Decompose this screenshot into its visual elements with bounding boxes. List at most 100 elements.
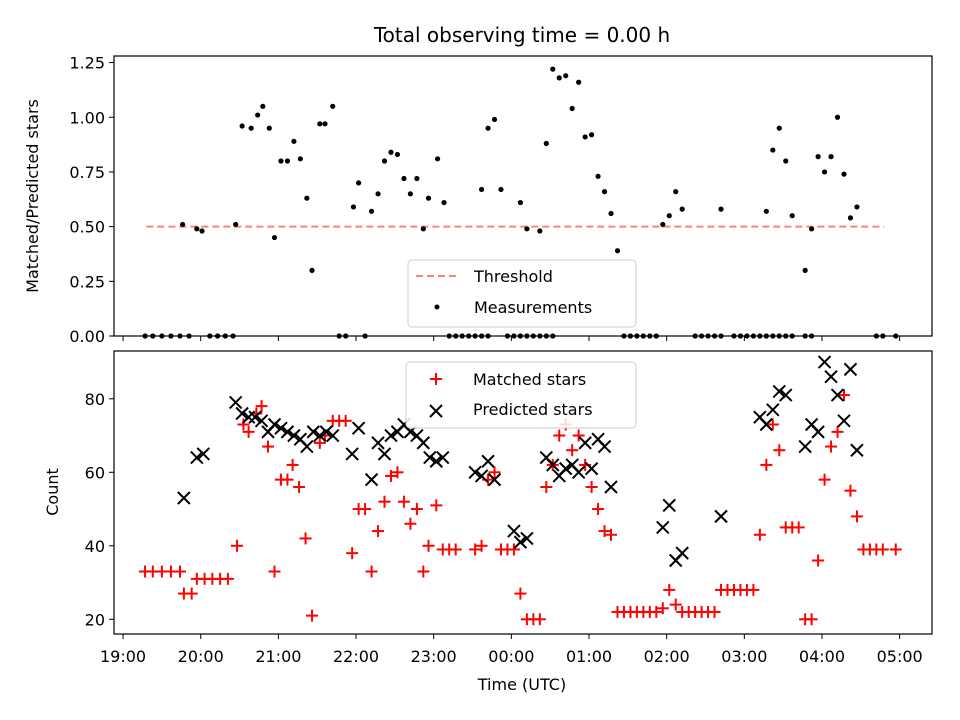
matched-stars-point <box>488 466 501 479</box>
bottom-axes-frame <box>113 350 933 635</box>
predicted-stars-point <box>274 421 288 435</box>
predicted-stars-point <box>371 436 385 450</box>
measurement-point <box>809 226 815 232</box>
bottom-y-axis-label: Count <box>43 468 62 516</box>
matched-stars-point <box>747 583 760 596</box>
measurement-point <box>278 158 284 164</box>
matched-stars-point <box>773 444 786 457</box>
predicted-stars-point <box>766 403 780 417</box>
measurement-point <box>576 79 582 85</box>
matched-stars-point <box>656 602 669 615</box>
predicted-stars-point <box>507 524 521 538</box>
predicted-stars-point <box>235 406 249 421</box>
measurement-point <box>828 154 834 160</box>
matched-stars-point <box>812 554 825 567</box>
measurement-point <box>291 138 297 144</box>
predicted-stars-point <box>779 388 793 402</box>
matched-stars-point <box>391 466 404 479</box>
measurement-point <box>199 228 205 234</box>
measurement-point <box>194 226 200 232</box>
measurement-point <box>556 75 562 81</box>
measurement-point <box>330 103 336 109</box>
legend-predicted-label: Predicted stars <box>473 400 593 419</box>
matched-stars-point <box>174 565 187 578</box>
measurement-point <box>815 154 821 160</box>
measurement-point <box>770 147 776 153</box>
bottom-ytick-label: 40 <box>85 537 105 556</box>
predicted-stars-point <box>468 465 482 479</box>
matched-stars-point <box>378 495 391 508</box>
top-plot-area <box>142 66 899 339</box>
measurement-point <box>434 156 441 162</box>
predicted-stars-point <box>416 436 431 450</box>
predicted-stars-point <box>436 450 450 465</box>
predicted-stars-point <box>578 436 592 450</box>
predicted-stars-point <box>520 531 534 546</box>
measurement-point <box>582 134 588 140</box>
measurement-point <box>854 204 860 210</box>
predicted-stars-point <box>241 410 256 424</box>
matched-stars-point <box>572 429 585 442</box>
measurement-point <box>284 158 291 164</box>
matched-stars-point <box>359 503 372 516</box>
predicted-stars-point <box>811 425 825 439</box>
measurement-point <box>407 191 413 197</box>
measurement-point <box>394 151 401 158</box>
predicted-stars-point <box>423 450 437 465</box>
predicted-stars-point <box>377 447 392 461</box>
predicted-stars-point <box>604 480 618 494</box>
predicted-stars-point <box>177 491 191 505</box>
matched-stars-point <box>313 436 326 449</box>
legend-predicted-swatch <box>429 404 443 418</box>
measurement-point <box>420 226 426 232</box>
matched-stars-point <box>669 598 682 611</box>
matched-stars-point <box>262 440 275 453</box>
measurement-point <box>248 125 254 131</box>
x-tick-label: 01:00 <box>566 647 612 666</box>
predicted-stars-point <box>837 414 851 428</box>
measurement-point <box>614 248 621 254</box>
measurement-point <box>401 175 407 182</box>
matched-stars-point <box>825 440 838 453</box>
matched-stars-point <box>306 609 319 622</box>
measurement-point <box>802 267 808 273</box>
predicted-stars-point <box>656 520 670 535</box>
matched-stars-point <box>237 418 250 431</box>
matched-stars-point <box>605 528 618 541</box>
measurement-point <box>537 228 543 234</box>
measurement-point <box>718 206 724 212</box>
measurement-point <box>375 191 381 197</box>
matched-stars-point <box>598 525 611 538</box>
measurement-point <box>673 189 679 195</box>
measurement-point <box>517 199 524 206</box>
predicted-stars-point <box>675 546 689 560</box>
predicted-stars-point <box>571 465 586 479</box>
predicted-stars-point <box>267 417 282 432</box>
predicted-stars-point <box>190 450 204 465</box>
matched-stars-point <box>221 572 234 585</box>
measurement-point <box>608 210 614 217</box>
predicted-stars-point <box>513 535 528 549</box>
x-axis-label: Time (UTC) <box>477 675 566 694</box>
measurement-point <box>368 208 375 214</box>
matched-stars-point <box>876 543 889 556</box>
bottom-plot-area <box>139 355 902 626</box>
matched-stars-point <box>650 605 663 618</box>
legend-threshold-label: Threshold <box>473 267 553 286</box>
matched-stars-point <box>365 565 378 578</box>
predicted-stars-point <box>487 472 502 487</box>
measurement-point <box>783 158 789 164</box>
predicted-stars-point <box>662 498 676 513</box>
measurement-point <box>498 186 504 193</box>
matched-stars-point <box>299 532 312 545</box>
matched-stars-point <box>850 510 863 523</box>
predicted-stars-point <box>345 447 359 461</box>
matched-stars-point <box>507 543 520 556</box>
predicted-stars-point <box>351 421 366 435</box>
predicted-stars-point <box>326 428 340 443</box>
matched-stars-point <box>805 613 818 626</box>
matched-stars-point <box>592 503 605 516</box>
matched-stars-point <box>844 484 857 497</box>
matched-stars-point <box>585 480 598 493</box>
predicted-stars-point <box>196 447 211 461</box>
